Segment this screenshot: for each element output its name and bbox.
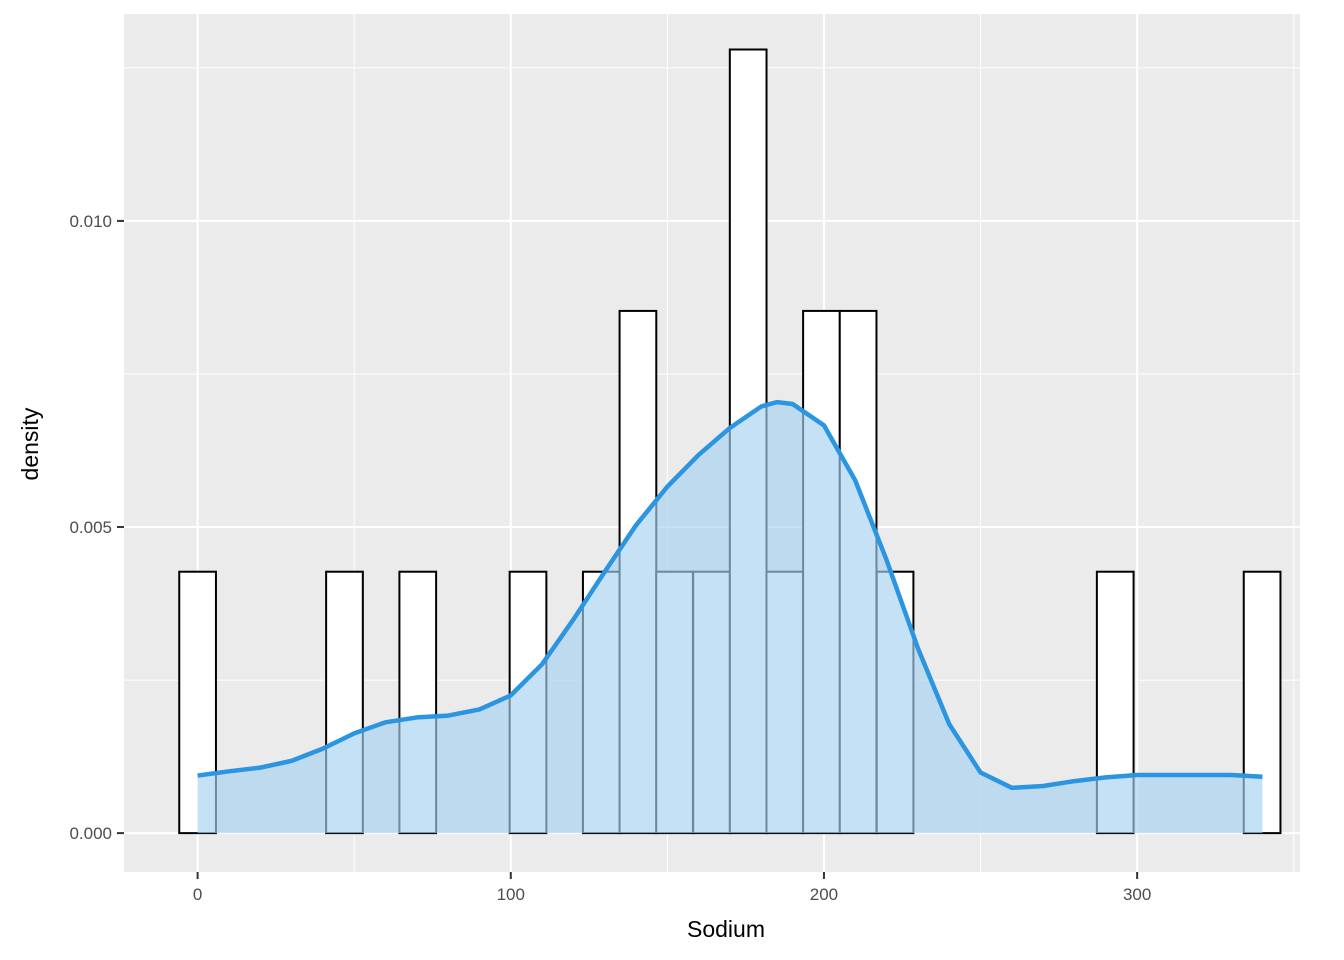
x-tick-label: 300 — [1123, 885, 1151, 904]
x-axis: 0 100 200 300 — [193, 872, 1151, 904]
y-tick-label: 0.010 — [69, 212, 112, 231]
x-tick-label: 100 — [497, 885, 525, 904]
y-axis-title: density — [17, 407, 43, 480]
density-area — [197, 402, 1263, 834]
x-tick-label: 200 — [810, 885, 838, 904]
x-tick-label: 0 — [193, 885, 202, 904]
density-layer — [197, 399, 1263, 834]
grid-minor — [124, 14, 1300, 872]
density-line — [197, 399, 1263, 791]
x-axis-title: Sodium — [687, 916, 765, 942]
y-tick-label: 0.005 — [69, 518, 112, 537]
y-tick-label: 0.000 — [69, 824, 112, 843]
y-axis: 0.000 0.005 0.010 — [69, 212, 124, 843]
